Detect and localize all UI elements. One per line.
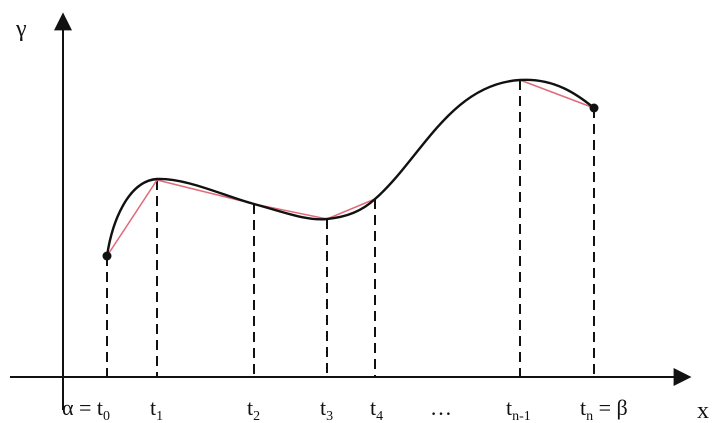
tick-label-t3: t3	[320, 395, 333, 423]
tick-label-t2: t2	[247, 395, 260, 423]
y-axis-label: γ	[15, 16, 27, 42]
tick-label-tn-1: tn-1	[506, 395, 531, 423]
tick-label-t0: α = t0	[62, 395, 110, 423]
tick-label-tn: tn = β	[580, 395, 628, 423]
end-point	[589, 103, 599, 113]
x-axis-label: x	[697, 398, 709, 423]
curve-gamma	[105, 78, 595, 257]
start-point	[102, 251, 112, 261]
tick-label-t4: t4	[370, 395, 383, 423]
tick-label-t1: t1	[150, 395, 163, 423]
chord-last	[519, 79, 595, 109]
tick-label-ellipsis: …	[430, 395, 452, 420]
dashed-guides	[106, 80, 595, 377]
